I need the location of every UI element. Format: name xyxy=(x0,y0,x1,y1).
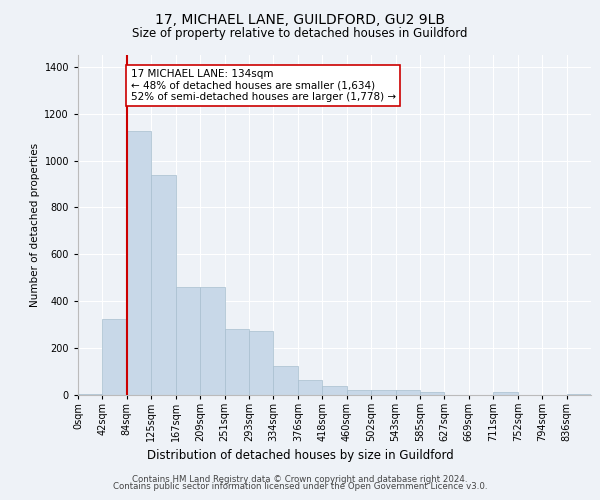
Bar xyxy=(200,287,224,395)
Text: 17 MICHAEL LANE: 134sqm
← 48% of detached houses are smaller (1,634)
52% of semi: 17 MICHAEL LANE: 134sqm ← 48% of detache… xyxy=(131,69,395,102)
Bar xyxy=(103,319,127,395)
Bar xyxy=(371,390,395,395)
Bar xyxy=(420,392,445,395)
Text: Contains HM Land Registry data © Crown copyright and database right 2024.: Contains HM Land Registry data © Crown c… xyxy=(132,475,468,484)
Bar xyxy=(78,394,103,395)
Text: Contains public sector information licensed under the Open Government Licence v3: Contains public sector information licen… xyxy=(113,482,487,491)
Text: Distribution of detached houses by size in Guildford: Distribution of detached houses by size … xyxy=(146,450,454,462)
Y-axis label: Number of detached properties: Number of detached properties xyxy=(30,143,40,307)
Bar xyxy=(127,131,151,395)
Text: Size of property relative to detached houses in Guildford: Size of property relative to detached ho… xyxy=(132,28,468,40)
Text: 17, MICHAEL LANE, GUILDFORD, GU2 9LB: 17, MICHAEL LANE, GUILDFORD, GU2 9LB xyxy=(155,12,445,26)
Bar xyxy=(224,330,249,395)
Bar xyxy=(249,330,274,395)
Bar xyxy=(566,394,591,395)
Bar xyxy=(298,380,322,395)
Bar xyxy=(347,390,371,395)
Bar xyxy=(493,392,518,395)
Bar xyxy=(395,390,420,395)
Bar xyxy=(322,386,347,395)
Bar xyxy=(151,174,176,395)
Bar xyxy=(176,287,200,395)
Bar xyxy=(274,366,298,395)
